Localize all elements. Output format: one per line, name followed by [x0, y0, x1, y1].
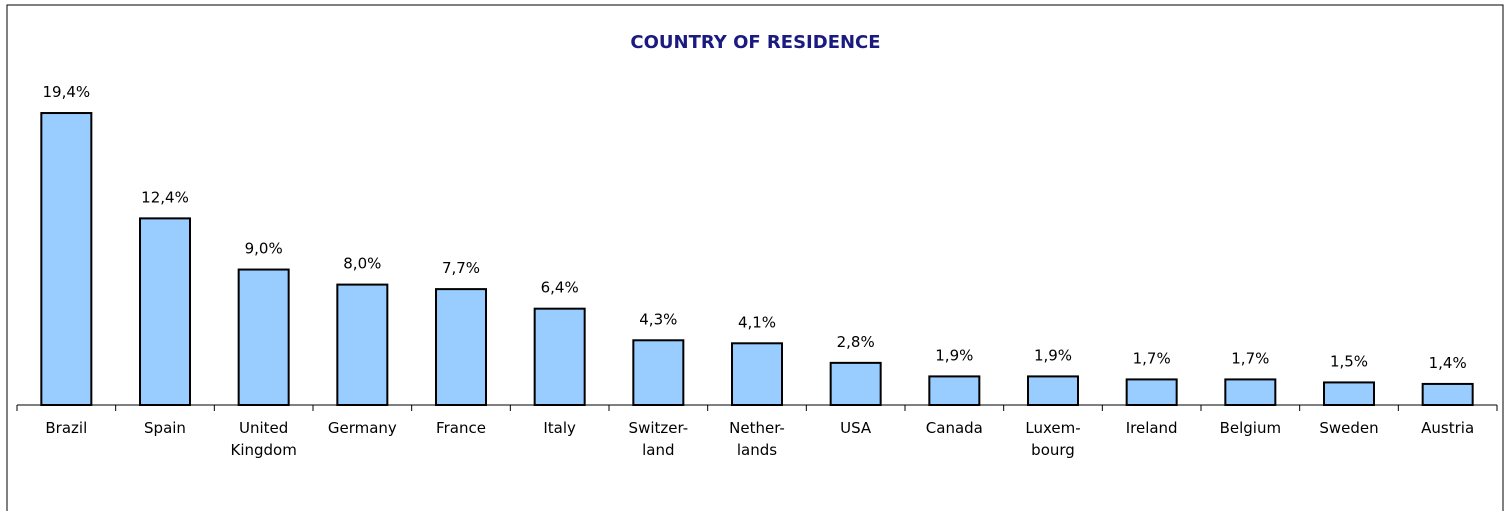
x-tick-label: France [436, 419, 486, 437]
bar [1027, 375, 1079, 406]
x-tick-label: Canada [925, 419, 983, 437]
bar [336, 283, 389, 407]
x-tick-label: Ireland [1125, 419, 1178, 437]
bar [1125, 378, 1178, 407]
x-tick-label: United Kingdom [230, 419, 297, 459]
x-tick-label: Brazil [45, 419, 88, 437]
value-label: 1,9% [935, 346, 973, 364]
x-tick-label: USA [840, 419, 872, 437]
x-tick-label: Nether- lands [729, 419, 785, 459]
bar [533, 307, 586, 406]
bar [1421, 382, 1474, 406]
bar [632, 339, 685, 406]
value-label: 1,7% [1231, 349, 1269, 367]
chart-title: COUNTRY OF RESIDENCE [630, 32, 881, 53]
x-tick-label: Germany [327, 419, 397, 437]
value-label: 4,3% [639, 310, 677, 328]
bar [928, 375, 981, 406]
value-label: 6,4% [541, 279, 579, 297]
bar [237, 268, 290, 406]
value-label: 2,8% [837, 333, 875, 351]
x-tick-label: Belgium [1219, 419, 1282, 437]
bar [1323, 381, 1375, 406]
bar [731, 342, 783, 407]
frame [6, 4, 1504, 511]
bar [40, 112, 93, 406]
value-label: 4,1% [738, 313, 776, 331]
value-label: 19,4% [43, 83, 91, 101]
x-tick-label: Spain [144, 419, 186, 437]
x-tick-label: Italy [543, 419, 576, 437]
value-label: 1,5% [1330, 352, 1368, 370]
x-tick-label: Luxem- bourg [1025, 419, 1081, 459]
bar [829, 361, 882, 406]
x-tick-label: Austria [1421, 419, 1475, 437]
value-label: 1,7% [1133, 349, 1171, 367]
value-label: 9,0% [245, 240, 283, 258]
value-label: 1,4% [1429, 354, 1467, 372]
value-label: 12,4% [141, 188, 189, 206]
bar [1224, 378, 1277, 407]
bar [435, 288, 487, 406]
x-tick-label: Sweden [1319, 419, 1379, 437]
bar [139, 217, 191, 406]
value-label: 7,7% [442, 259, 480, 277]
x-tick-label: Switzer- land [628, 419, 689, 459]
value-label: 1,9% [1034, 346, 1072, 364]
value-label: 8,0% [343, 255, 381, 273]
